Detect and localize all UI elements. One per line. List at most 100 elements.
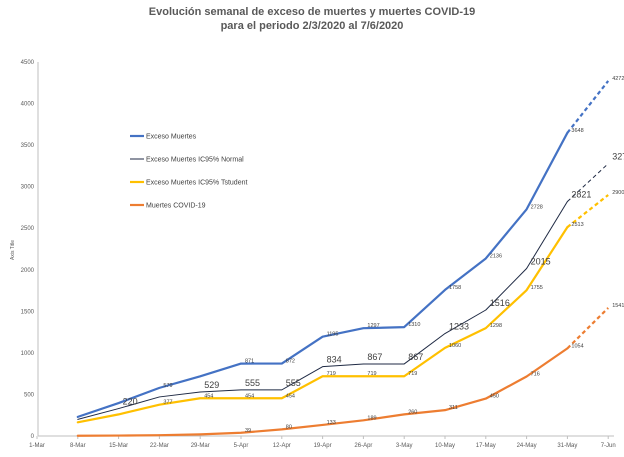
data-label-exceso-muertes-ic95-tstudent: 719 [408,371,417,377]
data-point-exceso-muertes-ic95-normal [240,389,242,391]
x-tick-label: 8-Mar [70,443,86,449]
data-point-muertes-covid-19 [403,413,405,415]
data-point-exceso-muertes [118,402,120,404]
chart-title: Evolución semanal de exceso de muertes y… [149,6,475,18]
series-projection-exceso-muertes-ic95-normal [567,163,609,202]
y-tick-label: 2000 [21,268,35,274]
series-line-muertes-covid-19 [76,347,569,437]
data-point-exceso-muertes-ic95-normal [362,363,364,365]
data-point-exceso-muertes [403,326,405,328]
data-label-exceso-muertes-ic95-tstudent: 1298 [490,323,502,329]
data-label-exceso-muertes: 1310 [408,322,420,328]
data-label-exceso-muertes-ic95-normal: 529 [204,380,219,390]
data-label-muertes-covid-19: 133 [327,420,336,426]
data-label-exceso-muertes-ic95-normal: 867 [408,352,423,362]
data-point-exceso-muertes [362,327,364,329]
legend-label-exceso-muertes-ic95-tstudent: Exceso Muertes IC95% Tstudent [146,180,247,187]
data-point-exceso-muertes-ic95-tstudent [444,347,446,349]
data-point-exceso-muertes [566,132,568,134]
data-label-exceso-muertes-ic95-tstudent: 719 [367,371,376,377]
data-label-exceso-muertes: 872 [286,359,295,365]
series-line-exceso-muertes-ic95-tstudent [76,226,569,424]
data-point-exceso-muertes-ic95-tstudent [526,289,528,291]
data-point-exceso-muertes-ic95-tstudent [199,397,201,399]
data-point-muertes-covid-19 [322,424,324,426]
data-labels: 579 871 872 1195 1297 1310 1758 2136 2728 3648 427… [123,76,624,434]
series-line-exceso-muertes-ic95-normal [77,201,568,420]
data-label-muertes-covid-19: 260 [408,409,417,415]
data-label-exceso-muertes-ic95-normal: 3277 [612,152,624,162]
data-label-exceso-muertes-ic95-normal: 555 [245,378,260,388]
data-point-exceso-muertes [444,289,446,291]
data-point-muertes-covid-19 [607,307,609,309]
y-tick-label: 500 [24,392,35,398]
data-point-exceso-muertes [526,208,528,210]
data-point-exceso-muertes-ic95-tstudent [77,421,79,423]
data-point-exceso-muertes-ic95-normal [77,418,79,420]
data-point-muertes-covid-19 [444,409,446,411]
data-point-exceso-muertes-ic95-tstudent [362,375,364,377]
x-tick-label: 15-Mar [109,443,128,449]
data-label-exceso-muertes: 579 [163,383,172,389]
data-point-exceso-muertes-ic95-tstudent [403,375,405,377]
data-point-exceso-muertes-ic95-normal [199,391,201,393]
data-point-exceso-muertes [322,336,324,338]
x-tick-label: 17-May [476,443,496,449]
x-tick-label: 1-Mar [29,443,45,449]
x-tick-label: 5-Apr [234,443,249,449]
y-tick-label: 3500 [21,143,35,149]
x-tick-label: 26-Apr [354,443,372,449]
data-label-exceso-muertes-ic95-tstudent: 454 [204,393,213,399]
data-label-exceso-muertes-ic95-tstudent: 454 [286,393,295,399]
y-tick-label: 4000 [21,102,35,108]
series-projection-exceso-muertes [566,80,610,134]
data-point-exceso-muertes [77,416,79,418]
series-line-exceso-muertes [76,131,569,418]
x-tick-label: 10-May [435,443,455,449]
data-point-muertes-covid-19 [566,347,568,349]
data-label-muertes-covid-19: 189 [367,415,376,421]
data-label-exceso-muertes-ic95-tstudent: 2513 [571,222,583,228]
data-point-exceso-muertes-ic95-normal [566,201,568,203]
data-label-muertes-covid-19: 39 [245,428,251,434]
data-point-muertes-covid-19 [199,433,201,435]
data-label-muertes-covid-19: 1541 [612,303,624,309]
data-label-muertes-covid-19: 1054 [571,343,583,349]
series-projection-exceso-muertes-ic95-tstudent [566,194,609,229]
y-tick-label: 4500 [21,60,35,66]
data-point-muertes-covid-19 [118,435,120,437]
data-point-exceso-muertes-ic95-tstudent [118,413,120,415]
data-label-exceso-muertes-ic95-tstudent: 377 [163,400,172,406]
data-point-exceso-muertes-ic95-tstudent [158,404,160,406]
data-point-exceso-muertes [240,363,242,365]
data-label-muertes-covid-19: 716 [531,371,540,377]
y-tick-label: 2500 [21,226,35,232]
data-point-exceso-muertes [607,80,609,82]
data-point-exceso-muertes-ic95-normal [158,396,160,398]
data-label-muertes-covid-19: 450 [490,394,499,400]
y-tick-label: 1000 [21,351,35,357]
x-tick-label: 19-Apr [314,443,332,449]
y-tick-label: 0 [31,434,35,440]
data-label-exceso-muertes-ic95-normal: 555 [286,378,301,388]
data-point-exceso-muertes-ic95-tstudent [607,194,609,196]
x-tick-label: 7-Jun [601,443,616,449]
data-point-exceso-muertes-ic95-normal [485,309,487,311]
data-label-exceso-muertes: 4272 [612,76,624,82]
data-label-exceso-muertes-ic95-normal: 2821 [571,190,591,200]
series-projection-muertes-covid-19 [566,307,609,350]
y-tick-label: 3000 [21,185,35,191]
x-tick-label: 12-Apr [273,443,291,449]
data-label-exceso-muertes-ic95-tstudent: 454 [245,393,254,399]
data-label-exceso-muertes: 3648 [571,128,583,134]
data-point-exceso-muertes-ic95-tstudent [322,375,324,377]
data-point-exceso-muertes-ic95-tstudent [240,397,242,399]
x-tick-label: 22-Mar [150,443,169,449]
data-point-exceso-muertes-ic95-normal [281,389,283,391]
data-point-exceso-muertes-ic95-tstudent [485,327,487,329]
data-point-exceso-muertes-ic95-tstudent [566,226,568,228]
data-point-exceso-muertes [158,387,160,389]
data-label-exceso-muertes-ic95-normal: 1233 [449,322,469,332]
x-tick-labels: 1-Mar 8-Mar 15-Mar 22-Mar 29-Mar 5-Apr 12-Apr 1… [29,436,616,449]
data-label-exceso-muertes-ic95-tstudent: 2900 [612,190,624,196]
